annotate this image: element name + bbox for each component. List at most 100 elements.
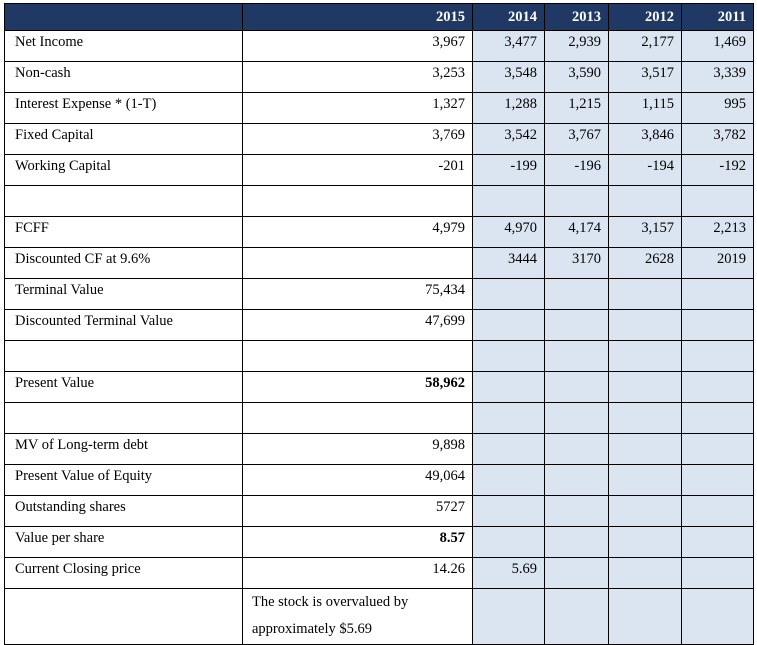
value-cell: 4,979 xyxy=(242,216,473,248)
value-cell: 3444 xyxy=(472,247,545,279)
value-cell: 1,288 xyxy=(472,92,545,124)
value-cell: 1,215 xyxy=(544,92,609,124)
value-cell: 2628 xyxy=(608,247,682,279)
value-cell xyxy=(544,433,609,465)
empty-cell xyxy=(681,588,754,645)
table-row: Value per share 8.57 xyxy=(4,526,754,558)
value-cell: 3,548 xyxy=(472,61,545,93)
year-header: 2015 xyxy=(242,3,473,31)
value-cell xyxy=(472,464,545,496)
value-cell: -192 xyxy=(681,154,754,186)
value-cell xyxy=(544,557,609,589)
fcff-valuation-table: 2015 2014 2013 2012 2011 Net Income 3,967 3,47… xyxy=(4,3,754,645)
value-cell xyxy=(472,526,545,558)
value-cell: 5727 xyxy=(242,495,473,527)
value-cell: -196 xyxy=(544,154,609,186)
value-cell xyxy=(608,464,682,496)
table-row: Non-cash 3,253 3,548 3,590 3,517 3,339 xyxy=(4,61,754,93)
row-label: Discounted Terminal Value xyxy=(4,309,243,341)
row-label: Present Value of Equity xyxy=(4,464,243,496)
table-row: Net Income 3,967 3,477 2,939 2,177 1,469 xyxy=(4,30,754,62)
row-label: Fixed Capital xyxy=(4,123,243,155)
value-cell xyxy=(544,402,609,434)
value-cell: 3,477 xyxy=(472,30,545,62)
value-cell xyxy=(472,433,545,465)
row-label: Discounted CF at 9.6% xyxy=(4,247,243,279)
value-cell xyxy=(608,495,682,527)
value-cell xyxy=(608,371,682,403)
value-cell xyxy=(681,402,754,434)
header-label-cell xyxy=(4,3,243,31)
row-label xyxy=(4,402,243,434)
table-row: FCFF 4,979 4,970 4,174 3,157 2,213 xyxy=(4,216,754,248)
value-cell: 3,846 xyxy=(608,123,682,155)
table-row: Discounted CF at 9.6% 3444 3170 2628 2019 xyxy=(4,247,754,279)
value-cell xyxy=(681,340,754,372)
empty-cell xyxy=(4,588,243,645)
value-cell xyxy=(681,309,754,341)
table-row: Terminal Value 75,434 xyxy=(4,278,754,310)
value-cell xyxy=(544,526,609,558)
table-row xyxy=(4,402,754,434)
value-cell: 995 xyxy=(681,92,754,124)
value-cell: 75,434 xyxy=(242,278,473,310)
year-header: 2011 xyxy=(681,3,754,31)
value-cell xyxy=(608,433,682,465)
value-cell xyxy=(544,185,609,217)
value-cell xyxy=(608,557,682,589)
table-header: 2015 2014 2013 2012 2011 xyxy=(4,3,754,31)
value-cell xyxy=(608,340,682,372)
year-header: 2014 xyxy=(472,3,545,31)
table-row xyxy=(4,340,754,372)
value-cell xyxy=(472,371,545,403)
value-cell: 3,782 xyxy=(681,123,754,155)
value-cell xyxy=(681,526,754,558)
row-label: MV of Long-term debt xyxy=(4,433,243,465)
row-label: FCFF xyxy=(4,216,243,248)
value-cell xyxy=(544,371,609,403)
value-cell xyxy=(544,340,609,372)
value-cell xyxy=(544,278,609,310)
row-label xyxy=(4,340,243,372)
value-cell: 4,174 xyxy=(544,216,609,248)
value-cell xyxy=(242,185,473,217)
row-label xyxy=(4,185,243,217)
value-cell: 2,213 xyxy=(681,216,754,248)
value-cell: 49,064 xyxy=(242,464,473,496)
table-row xyxy=(4,185,754,217)
value-cell: 2,939 xyxy=(544,30,609,62)
value-cell: 14.26 xyxy=(242,557,473,589)
value-cell: 1,327 xyxy=(242,92,473,124)
value-cell: 3,967 xyxy=(242,30,473,62)
empty-cell xyxy=(608,588,682,645)
row-label: Outstanding shares xyxy=(4,495,243,527)
value-cell xyxy=(681,185,754,217)
value-cell xyxy=(472,185,545,217)
value-cell xyxy=(472,309,545,341)
value-cell xyxy=(472,495,545,527)
empty-cell xyxy=(544,588,609,645)
row-label: Present Value xyxy=(4,371,243,403)
value-cell: -199 xyxy=(472,154,545,186)
value-cell xyxy=(472,278,545,310)
table-body: Net Income 3,967 3,477 2,939 2,177 1,469 Non-c… xyxy=(4,30,754,645)
row-label: Current Closing price xyxy=(4,557,243,589)
row-label: Working Capital xyxy=(4,154,243,186)
value-cell: -194 xyxy=(608,154,682,186)
row-label: Net Income xyxy=(4,30,243,62)
value-cell: 3,253 xyxy=(242,61,473,93)
note-row: The stock is overvalued by approximately… xyxy=(4,588,754,645)
value-cell xyxy=(544,464,609,496)
value-cell: -201 xyxy=(242,154,473,186)
row-label: Value per share xyxy=(4,526,243,558)
value-cell xyxy=(242,340,473,372)
value-cell: 3170 xyxy=(544,247,609,279)
value-cell xyxy=(608,185,682,217)
table-row: Current Closing price 14.26 5.69 xyxy=(4,557,754,589)
value-cell xyxy=(472,402,545,434)
value-cell: 2019 xyxy=(681,247,754,279)
value-cell: 3,767 xyxy=(544,123,609,155)
table-row: Present Value 58,962 xyxy=(4,371,754,403)
value-cell: 8.57 xyxy=(242,526,473,558)
value-cell: 1,469 xyxy=(681,30,754,62)
